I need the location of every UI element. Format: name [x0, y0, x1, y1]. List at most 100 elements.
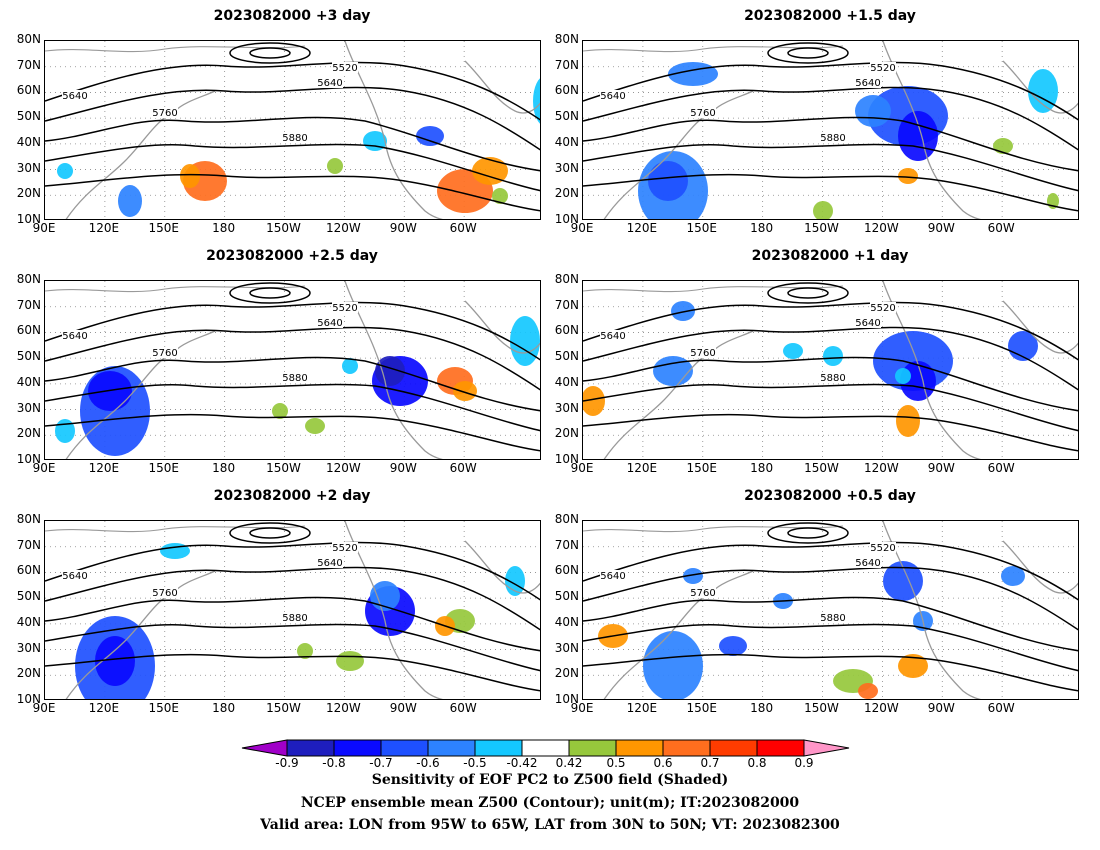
sensitivity-shade — [813, 201, 833, 219]
colorbar-segment — [427, 739, 476, 757]
contour-line — [583, 413, 1078, 452]
lat-tick-label: 40N — [554, 614, 579, 629]
colorbar: -0.9 -0.8 -0.7 -0.6 -0.5 -0.42 0.42 0.5 0.6 0.7 0.… — [240, 738, 860, 788]
lon-tick-label: 90E — [32, 461, 56, 475]
lon-tick-label: 150E — [686, 701, 718, 715]
coastline — [882, 41, 981, 219]
lon-tick-label: 120W — [864, 221, 899, 235]
coastline — [464, 540, 540, 594]
contour-line — [45, 356, 540, 412]
lat-tick-label: 80N — [554, 32, 579, 46]
lat-tick-label: 50N — [554, 109, 579, 124]
contour-line — [583, 86, 1078, 151]
contour-line — [45, 541, 540, 601]
lat-tick-label: 20N — [554, 666, 579, 681]
lon-tick-label: 90W — [389, 701, 417, 715]
colorbar-segment — [756, 739, 805, 757]
lon-tick-label: 150W — [266, 221, 301, 235]
contour-label: 5880 — [820, 373, 845, 384]
panel-title: 2023082000 +1 day — [751, 248, 909, 264]
lon-tick-label: 90W — [927, 701, 955, 715]
lat-tick-label: 50N — [16, 109, 41, 124]
sensitivity-shade — [370, 581, 400, 611]
lon-tick-label: 180 — [212, 461, 236, 475]
contour-line — [583, 623, 1078, 672]
lat-tick-label: 60N — [16, 323, 41, 338]
sensitivity-shade — [55, 419, 75, 443]
lat-tick-label: 70N — [554, 537, 579, 552]
coastline — [344, 521, 443, 699]
coastline — [603, 330, 754, 459]
colorbar-segment — [662, 739, 711, 757]
colorbar-label: -0.9 — [275, 756, 299, 770]
lon-tick-label: 120W — [326, 461, 361, 475]
panel-title: 2023082000 +3 day — [213, 8, 371, 24]
colorbar-segment — [568, 739, 617, 757]
contour-line — [583, 596, 1078, 652]
contour-line — [45, 143, 540, 192]
lat-tick-label: 10N — [554, 692, 579, 706]
contour-label: 5880 — [820, 133, 845, 144]
lat-tick-label: 30N — [16, 400, 41, 415]
lat-tick-label: 10N — [16, 452, 41, 466]
contour-label: 5520 — [332, 543, 357, 554]
sensitivity-shade — [305, 418, 325, 434]
lon-tick-label: 90E — [32, 701, 56, 715]
contour-line — [583, 301, 1078, 361]
contour-line — [45, 653, 540, 692]
lon-tick-label: 180 — [212, 701, 236, 715]
contour-label: 5880 — [282, 613, 307, 624]
lon-tick-label: 150W — [804, 701, 839, 715]
lon-tick-label: 150E — [148, 221, 180, 235]
lon-tick-label: 60W — [987, 701, 1015, 715]
sensitivity-shade — [653, 356, 693, 386]
lon-tick-label: 150E — [686, 221, 718, 235]
lat-tick-label: 60N — [16, 563, 41, 578]
contour-line — [583, 653, 1078, 692]
lat-tick-label: 40N — [16, 134, 41, 149]
sensitivity-shade — [671, 301, 695, 321]
contour-line — [583, 143, 1078, 192]
lat-tick-label: 80N — [16, 32, 41, 46]
lat-tick-label: 80N — [16, 512, 41, 526]
coastline — [464, 60, 540, 114]
lat-tick-label: 20N — [554, 186, 579, 201]
colorbar-segment — [521, 739, 570, 757]
coastline — [1002, 540, 1078, 594]
sensitivity-shade — [1001, 566, 1025, 586]
lon-tick-label: 90E — [570, 221, 594, 235]
lon-tick-label: 120W — [326, 221, 361, 235]
contour-label: 5520 — [870, 303, 895, 314]
sensitivity-shade — [643, 631, 703, 699]
coastline — [1002, 60, 1078, 114]
colorbar-label: 0.7 — [700, 756, 720, 770]
sensitivity-shade — [297, 643, 313, 659]
coastline — [464, 300, 540, 354]
contour-line — [249, 287, 291, 299]
colorbar-label: -0.5 — [463, 756, 487, 770]
lon-tick-label: 120W — [864, 701, 899, 715]
colorbar-label: -0.42 — [506, 756, 538, 770]
contour-label: 5640 — [855, 318, 880, 329]
contour-line — [767, 282, 849, 304]
colorbar-label: -0.6 — [416, 756, 440, 770]
contour-line — [45, 596, 540, 652]
coastline — [65, 570, 216, 699]
lat-tick-label: 30N — [16, 160, 41, 175]
map-plot: 5520 5640 5760 5880 5640 — [44, 40, 541, 220]
sensitivity-shade — [533, 78, 540, 124]
sensitivity-shade — [993, 138, 1013, 154]
contour-line — [583, 541, 1078, 601]
colorbar-label: -0.8 — [322, 756, 346, 770]
contour-label: 5640 — [62, 331, 87, 342]
lon-tick-label: 120E — [88, 221, 120, 235]
lat-tick-label: 40N — [16, 614, 41, 629]
contour-line — [583, 356, 1078, 412]
sensitivity-shade — [327, 158, 343, 174]
lat-tick-label: 70N — [554, 297, 579, 312]
contour-label: 5520 — [332, 303, 357, 314]
lat-tick-label: 70N — [16, 57, 41, 72]
contour-label: 5760 — [152, 348, 177, 359]
sensitivity-shade — [898, 168, 918, 184]
lon-tick-label: 150E — [686, 461, 718, 475]
